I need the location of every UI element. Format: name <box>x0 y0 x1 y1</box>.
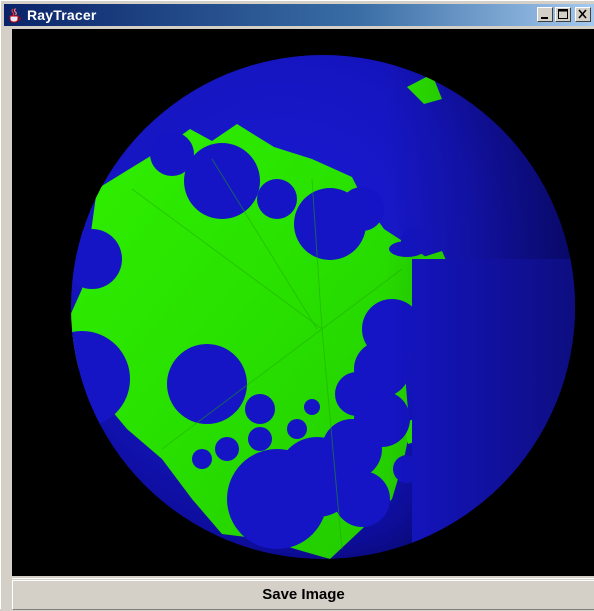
render-canvas <box>12 29 594 576</box>
maximize-icon <box>558 9 568 19</box>
sphere-shading <box>71 55 575 559</box>
java-cup-icon[interactable] <box>7 7 23 23</box>
maximize-button[interactable] <box>555 7 571 22</box>
minimize-button[interactable] <box>537 7 553 22</box>
close-icon <box>578 9 587 19</box>
button-panel: Save Image <box>12 578 594 611</box>
save-image-button[interactable]: Save Image <box>12 580 594 610</box>
minimize-icon <box>541 17 548 19</box>
title-bar[interactable]: RayTracer <box>4 4 594 26</box>
window-title: RayTracer <box>27 7 97 23</box>
close-button[interactable] <box>575 7 591 22</box>
rendered-sphere-image <box>71 55 575 559</box>
